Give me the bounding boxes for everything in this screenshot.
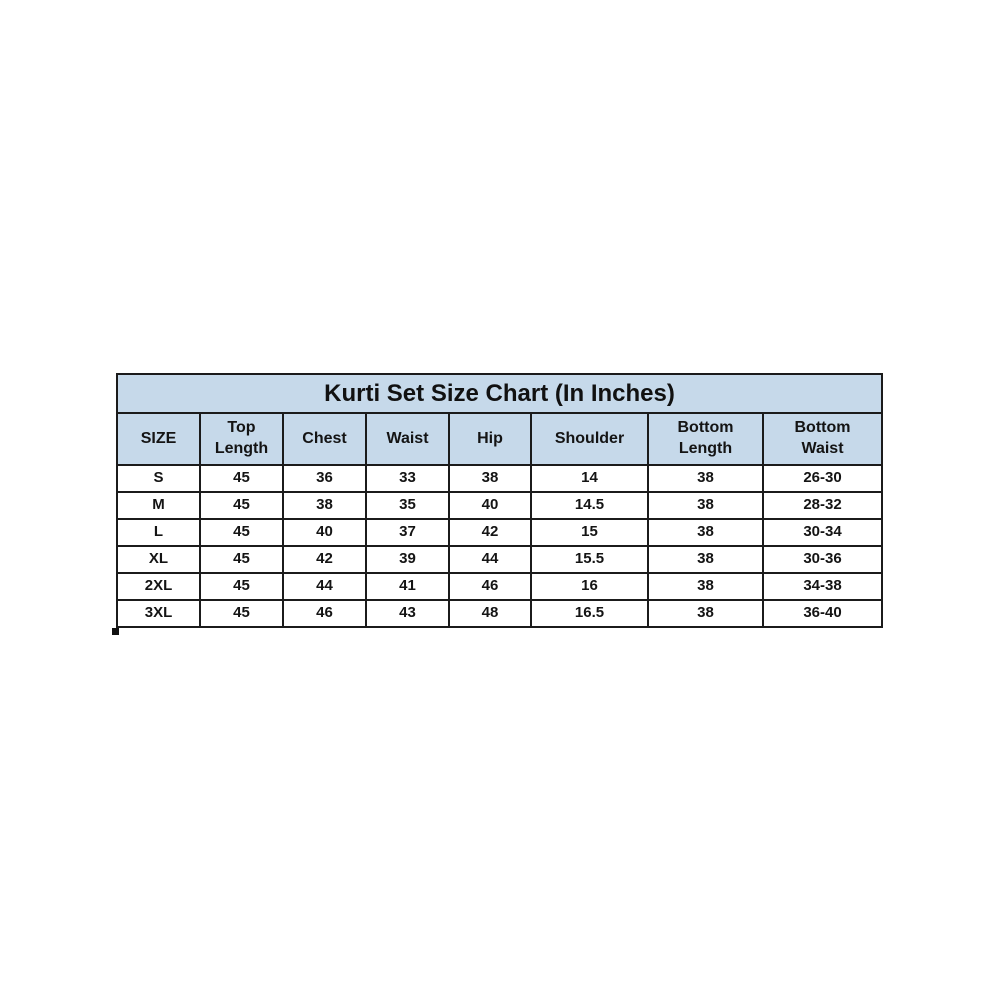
value-cell: 34-38 <box>762 572 882 601</box>
col-header-chest: Chest <box>282 413 367 466</box>
value-cell: 33 <box>365 464 450 493</box>
value-cell: 30-36 <box>762 545 882 574</box>
size-label-cell: S <box>117 464 201 493</box>
size-chart: Kurti Set Size Chart (In Inches) SIZE To… <box>116 373 883 628</box>
value-cell: 15.5 <box>530 545 649 574</box>
value-cell: 38 <box>647 545 764 574</box>
table-row-l: L 45 40 37 42 15 38 30-34 <box>117 518 882 547</box>
value-cell: 35 <box>365 491 450 520</box>
col-header-hip: Hip <box>448 413 532 466</box>
col-header-bottom-length: Bottom Length <box>647 413 764 466</box>
value-cell: 16 <box>530 572 649 601</box>
chart-title: Kurti Set Size Chart (In Inches) <box>118 375 881 414</box>
size-label-cell: L <box>117 518 201 547</box>
value-cell: 38 <box>647 464 764 493</box>
col-header-waist: Waist <box>365 413 450 466</box>
col-header-bottom-waist: Bottom Waist <box>762 413 882 466</box>
value-cell: 46 <box>282 599 367 627</box>
value-cell: 38 <box>647 491 764 520</box>
size-label-cell: XL <box>117 545 201 574</box>
value-cell: 40 <box>282 518 367 547</box>
table-row-m: M 45 38 35 40 14.5 38 28-32 <box>117 491 882 520</box>
value-cell: 41 <box>365 572 450 601</box>
value-cell: 43 <box>365 599 450 627</box>
value-cell: 30-34 <box>762 518 882 547</box>
value-cell: 45 <box>199 545 284 574</box>
value-cell: 36 <box>282 464 367 493</box>
table-row-2xl: 2XL 45 44 41 46 16 38 34-38 <box>117 572 882 601</box>
value-cell: 45 <box>199 491 284 520</box>
table-row-3xl: 3XL 45 46 43 48 16.5 38 36-40 <box>117 599 882 627</box>
value-cell: 45 <box>199 572 284 601</box>
value-cell: 44 <box>448 545 532 574</box>
value-cell: 14 <box>530 464 649 493</box>
value-cell: 46 <box>448 572 532 601</box>
value-cell: 42 <box>282 545 367 574</box>
value-cell: 15 <box>530 518 649 547</box>
value-cell: 45 <box>199 464 284 493</box>
table-corner-handle-mark <box>112 628 119 635</box>
value-cell: 38 <box>647 572 764 601</box>
col-header-size: SIZE <box>117 413 201 466</box>
value-cell: 28-32 <box>762 491 882 520</box>
value-cell: 26-30 <box>762 464 882 493</box>
value-cell: 38 <box>282 491 367 520</box>
value-cell: 37 <box>365 518 450 547</box>
size-label-cell: 2XL <box>117 572 201 601</box>
value-cell: 38 <box>448 464 532 493</box>
value-cell: 48 <box>448 599 532 627</box>
col-header-top-length: Top Length <box>199 413 284 466</box>
value-cell: 38 <box>647 518 764 547</box>
table-row-s: S 45 36 33 38 14 38 26-30 <box>117 464 882 493</box>
size-table: SIZE Top Length Chest Waist Hip Shoulder… <box>117 413 882 627</box>
value-cell: 39 <box>365 545 450 574</box>
value-cell: 38 <box>647 599 764 627</box>
value-cell: 44 <box>282 572 367 601</box>
table-row-xl: XL 45 42 39 44 15.5 38 30-36 <box>117 545 882 574</box>
col-header-shoulder: Shoulder <box>530 413 649 466</box>
value-cell: 42 <box>448 518 532 547</box>
value-cell: 40 <box>448 491 532 520</box>
value-cell: 14.5 <box>530 491 649 520</box>
header-row: SIZE Top Length Chest Waist Hip Shoulder… <box>117 413 882 466</box>
value-cell: 16.5 <box>530 599 649 627</box>
size-label-cell: M <box>117 491 201 520</box>
value-cell: 45 <box>199 599 284 627</box>
value-cell: 36-40 <box>762 599 882 627</box>
size-label-cell: 3XL <box>117 599 201 627</box>
value-cell: 45 <box>199 518 284 547</box>
